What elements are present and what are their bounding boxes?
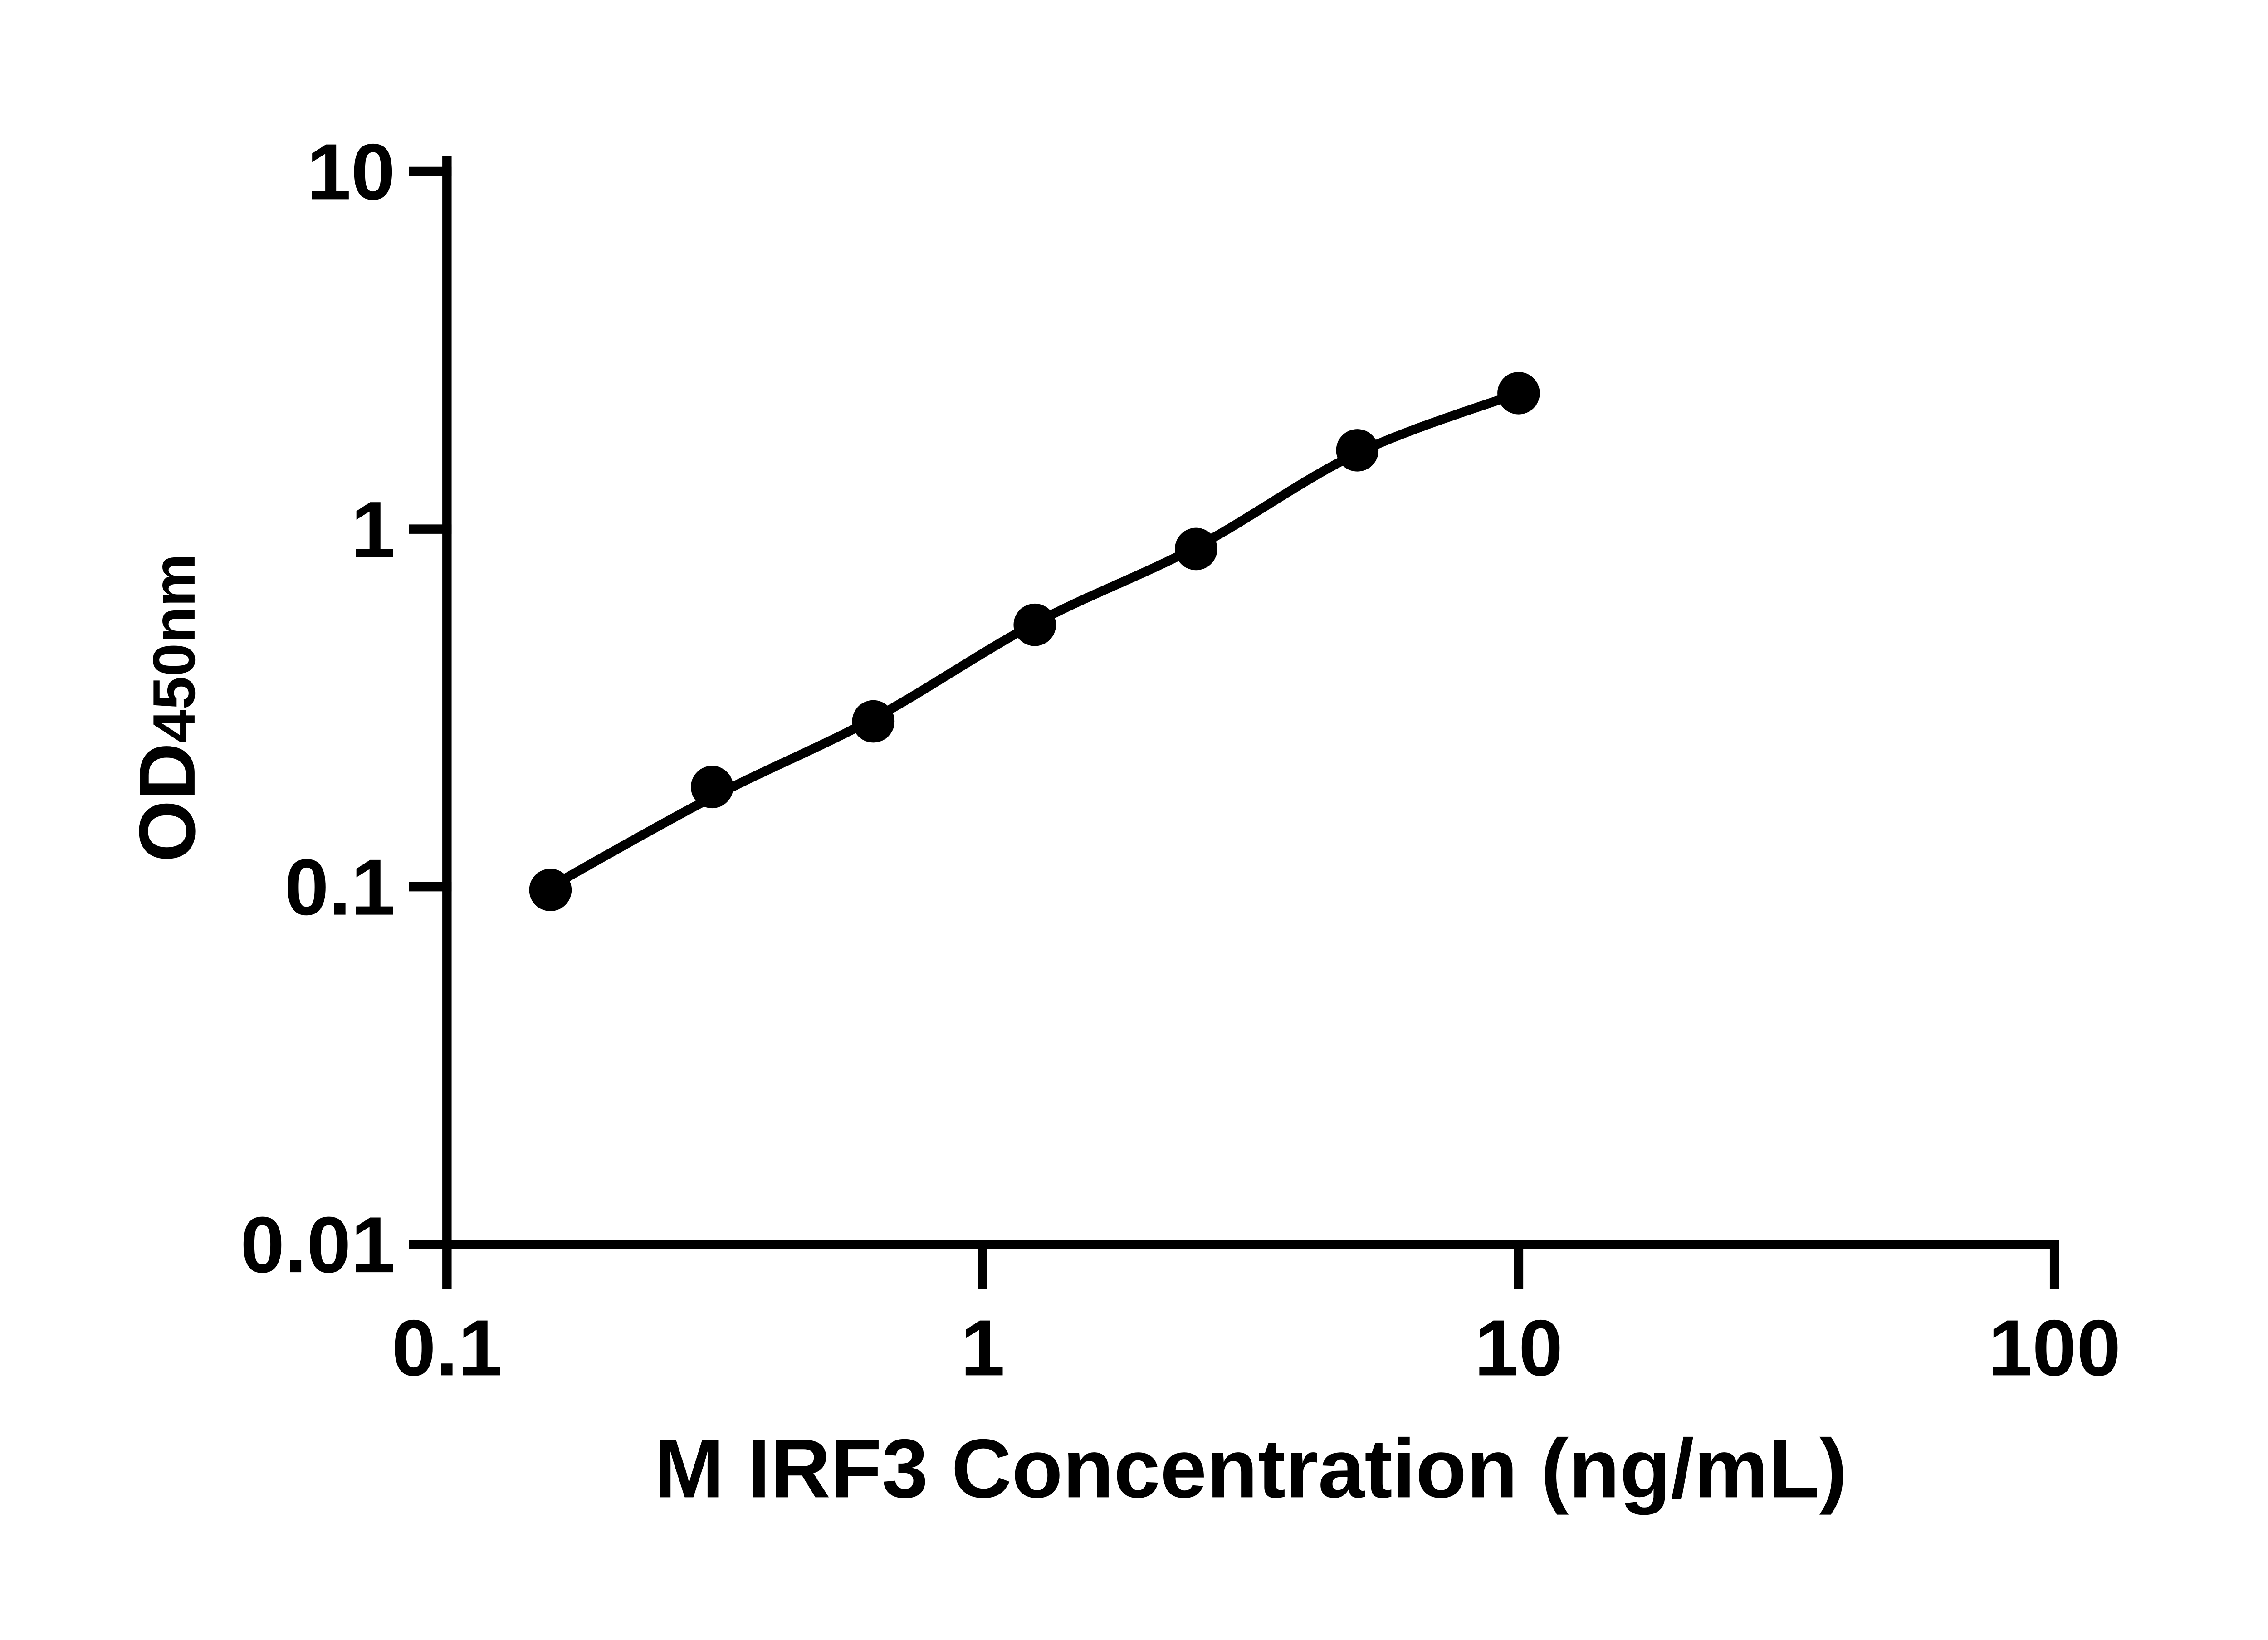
- y-tick-label: 0.1: [284, 843, 395, 932]
- data-point-marker: [1336, 429, 1379, 472]
- data-point-marker: [691, 766, 733, 809]
- y-axis-title-main: OD: [123, 743, 212, 862]
- elisa-standard-curve-figure: 0.1 1 10 100 0.01 0.1 1 10 M IRF3 Concentratio…: [18, 7, 2268, 1640]
- data-point-marker: [852, 700, 895, 743]
- data-point-marker: [529, 869, 572, 911]
- data-point-marker: [1175, 528, 1217, 571]
- x-tick-label: 100: [1988, 1303, 2121, 1392]
- x-axis-title: M IRF3 Concentration (ng/mL): [654, 1422, 1847, 1515]
- x-tick-label: 0.1: [391, 1303, 502, 1392]
- data-point-marker: [1013, 604, 1056, 646]
- y-axis-title-subscript: 450nm: [141, 554, 207, 743]
- x-tick-labels: 0.1 1 10 100: [391, 1303, 2121, 1392]
- x-tick-label: 1: [961, 1303, 1005, 1392]
- y-tick-labels: 0.01 0.1 1 10: [240, 127, 395, 1289]
- y-axis-title: OD450nm: [123, 554, 212, 862]
- data-point-marker: [1497, 372, 1540, 415]
- data-points-layer: [529, 372, 1540, 911]
- standard-curve-chart: 0.1 1 10 100 0.01 0.1 1 10 M IRF3 Concentratio…: [18, 7, 2268, 1640]
- y-tick-label: 10: [307, 127, 395, 216]
- axes-layer: [414, 161, 2054, 1284]
- y-tick-label: 1: [351, 485, 396, 574]
- x-tick-label: 10: [1474, 1303, 1563, 1392]
- y-tick-label: 0.01: [240, 1201, 395, 1289]
